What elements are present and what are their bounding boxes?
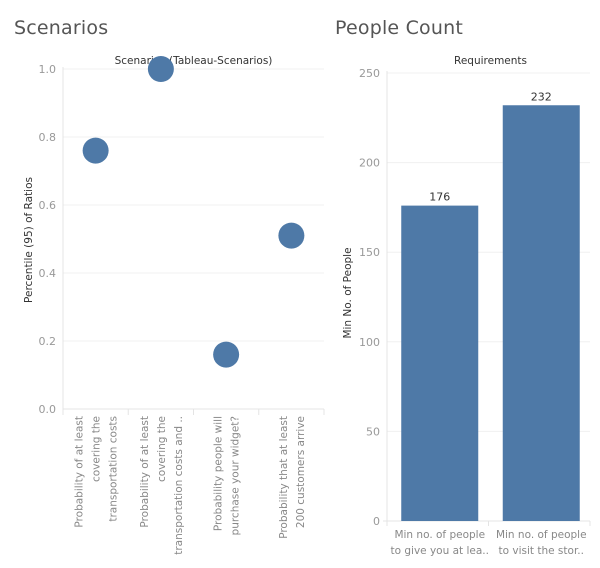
y-axis-title: Min No. of People xyxy=(342,247,354,338)
scatter-point[interactable] xyxy=(213,341,240,368)
y-tick-label: 50 xyxy=(366,425,380,438)
y-tick-label: 0.8 xyxy=(39,131,57,144)
x-category-label: transportation costs and .. xyxy=(173,416,185,555)
x-category-label: transportation costs xyxy=(108,416,120,522)
people-count-dashboard-title: People Count xyxy=(335,17,463,39)
y-tick-label: 150 xyxy=(359,246,380,259)
chart-title: Scenarios (Tableau-Scenarios) xyxy=(115,55,273,67)
x-category-label: Probability of at least xyxy=(74,416,86,528)
bar[interactable] xyxy=(401,205,479,521)
y-tick-label: 1.0 xyxy=(39,63,57,76)
bar[interactable] xyxy=(502,105,580,522)
x-category-label: purchase your widget? xyxy=(230,416,242,535)
y-tick-label: 200 xyxy=(359,157,380,170)
x-category-label: covering the xyxy=(91,416,103,482)
x-category-label: to visit the stor.. xyxy=(499,545,584,557)
x-category-label: to give you at lea.. xyxy=(391,545,489,557)
requirements-chart: Requirements 0 50 100 150 200 250 Min No. of Pe… xyxy=(342,55,591,557)
bar-value-label: 176 xyxy=(429,191,450,204)
scatter-point[interactable] xyxy=(82,137,109,164)
y-tick-label: 0.6 xyxy=(39,199,57,212)
y-axis-title: Percentile (95) of Ratios xyxy=(23,177,35,303)
chart-title: Requirements xyxy=(454,55,527,67)
y-tick-label: 250 xyxy=(359,67,380,80)
y-tick-label: 100 xyxy=(359,336,380,349)
x-category-label: Probability of at least xyxy=(139,416,151,528)
x-category-label: Min no. of people xyxy=(394,529,485,541)
x-category-label: Probability that at least xyxy=(278,416,290,539)
y-tick-label: 0.2 xyxy=(39,335,57,348)
x-category-label: Probability people will xyxy=(213,416,225,531)
scatter-point[interactable] xyxy=(147,56,174,82)
y-tick-label: 0.0 xyxy=(39,403,57,416)
y-tick-label: 0 xyxy=(373,515,380,528)
bar-value-label: 232 xyxy=(531,90,552,103)
scenarios-dashboard-title: Scenarios xyxy=(14,17,109,39)
x-category-label: covering the xyxy=(156,416,168,482)
x-category-label: Min no. of people xyxy=(496,529,587,541)
scenarios-chart: Scenarios (Tableau-Scenarios) 0.0 0.2 0.4 0.… xyxy=(23,55,325,555)
y-tick-label: 0.4 xyxy=(39,267,57,280)
scatter-point[interactable] xyxy=(278,222,305,249)
x-category-label: 200 customers arrive xyxy=(295,416,307,528)
